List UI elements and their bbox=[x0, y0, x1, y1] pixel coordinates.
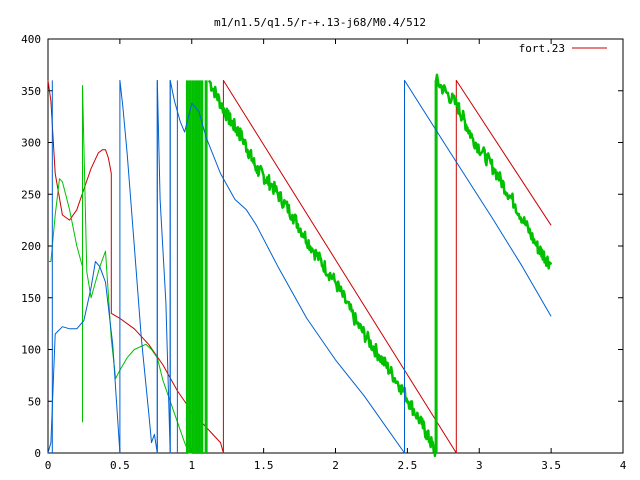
series-1-line bbox=[48, 85, 192, 454]
x-tick-label: 0.5 bbox=[110, 459, 130, 472]
y-tick-label: 400 bbox=[21, 33, 41, 46]
x-tick-label: 2 bbox=[332, 459, 339, 472]
x-tick-label: 1 bbox=[188, 459, 195, 472]
y-tick-label: 50 bbox=[28, 395, 41, 408]
series-0-line bbox=[47, 79, 552, 454]
y-tick-label: 150 bbox=[21, 292, 41, 305]
x-tick-label: 0 bbox=[45, 459, 52, 472]
x-tick-label: 3 bbox=[476, 459, 483, 472]
x-tick-label: 2.5 bbox=[397, 459, 417, 472]
series-layer bbox=[47, 73, 553, 458]
x-axis: 0 0.5 1 1.5 2 2.5 3 3.5 4 bbox=[45, 39, 627, 472]
series-2-line bbox=[207, 73, 553, 458]
x-tick-label: 3.5 bbox=[541, 459, 561, 472]
x-tick-label: 1.5 bbox=[254, 459, 274, 472]
y-tick-label: 0 bbox=[34, 447, 41, 460]
legend: fort.23 bbox=[519, 42, 607, 55]
x-tick-label: 4 bbox=[620, 459, 627, 472]
series-4-line bbox=[47, 79, 552, 454]
y-tick-label: 250 bbox=[21, 188, 41, 201]
y-tick-label: 200 bbox=[21, 240, 41, 253]
y-tick-label: 350 bbox=[21, 85, 41, 98]
y-axis: 0 50 100 150 200 250 300 350 400 bbox=[21, 33, 623, 460]
y-tick-label: 300 bbox=[21, 137, 41, 150]
legend-label: fort.23 bbox=[519, 42, 565, 55]
y-tick-label: 100 bbox=[21, 344, 41, 357]
chart-title: m1/n1.5/q1.5/r-+.13-j68/M0.4/512 bbox=[214, 16, 426, 29]
